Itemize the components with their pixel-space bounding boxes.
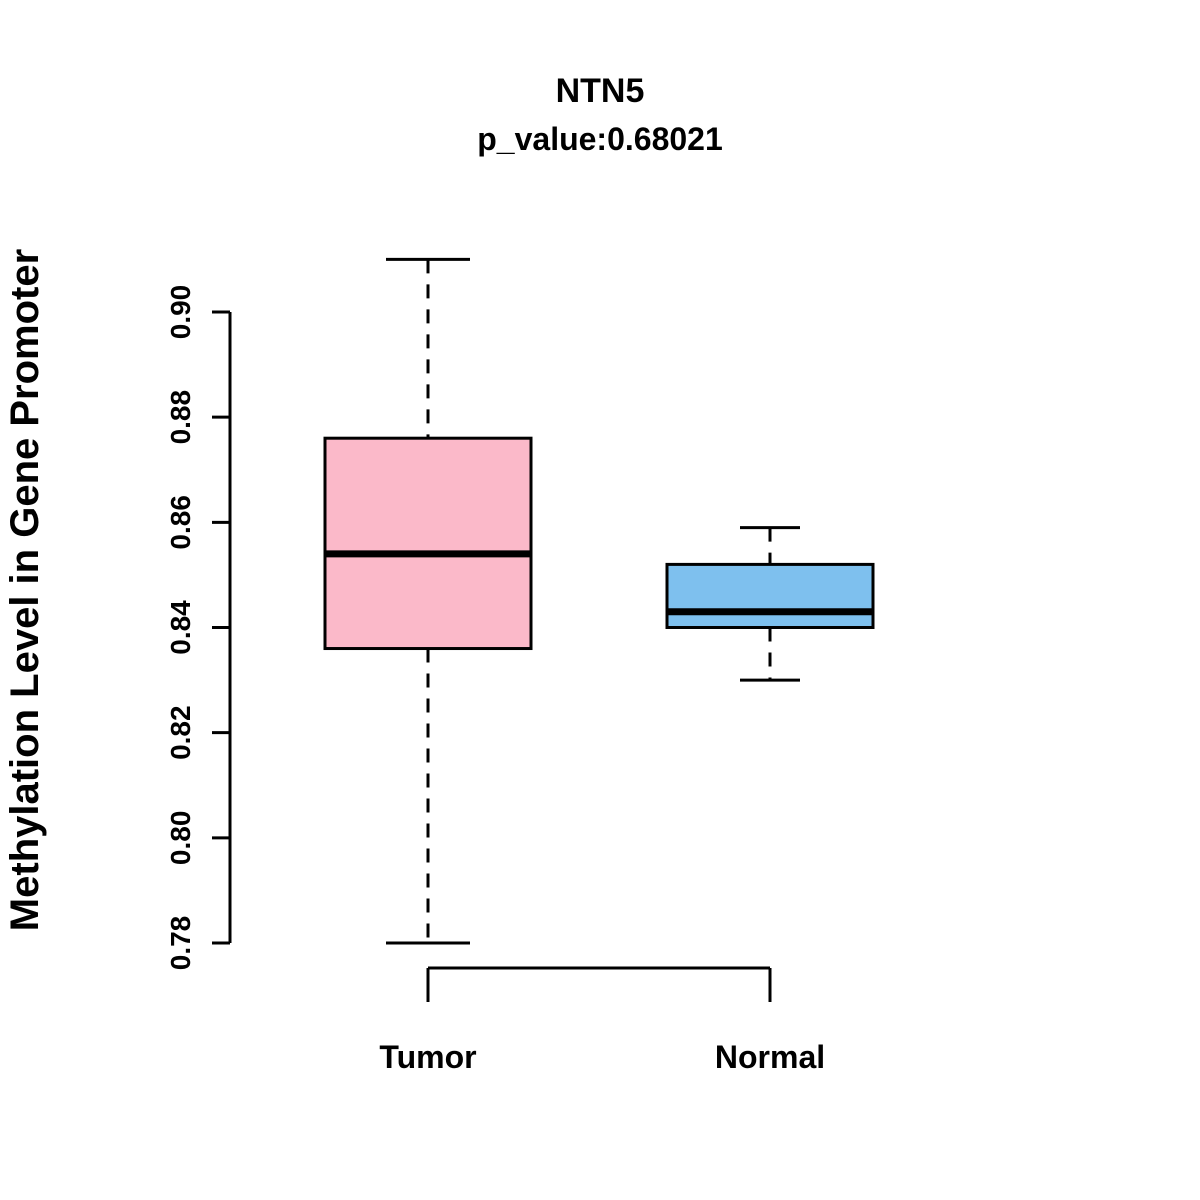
plot-area: 0.78 0.80 0.82 0.84 0.86 0.88 0.90 Tumor Normal bbox=[165, 257, 875, 1075]
box-tumor bbox=[323, 436, 533, 651]
x-category-label-normal: Normal bbox=[715, 1039, 825, 1075]
y-tick-label: 0.80 bbox=[165, 811, 196, 866]
chart-subtitle: p_value:0.68021 bbox=[477, 121, 723, 157]
box-normal bbox=[665, 562, 875, 630]
y-tick-label: 0.90 bbox=[165, 285, 196, 340]
y-tick-label: 0.78 bbox=[165, 916, 196, 971]
y-tick-label: 0.88 bbox=[165, 390, 196, 445]
x-category-label-tumor: Tumor bbox=[379, 1039, 476, 1075]
chart-title: NTN5 bbox=[556, 72, 645, 110]
y-tick-label: 0.84 bbox=[165, 600, 196, 655]
y-tick-label: 0.86 bbox=[165, 495, 196, 550]
y-axis-label: Methylation Level in Gene Promoter bbox=[3, 249, 47, 931]
y-tick-label: 0.82 bbox=[165, 705, 196, 760]
